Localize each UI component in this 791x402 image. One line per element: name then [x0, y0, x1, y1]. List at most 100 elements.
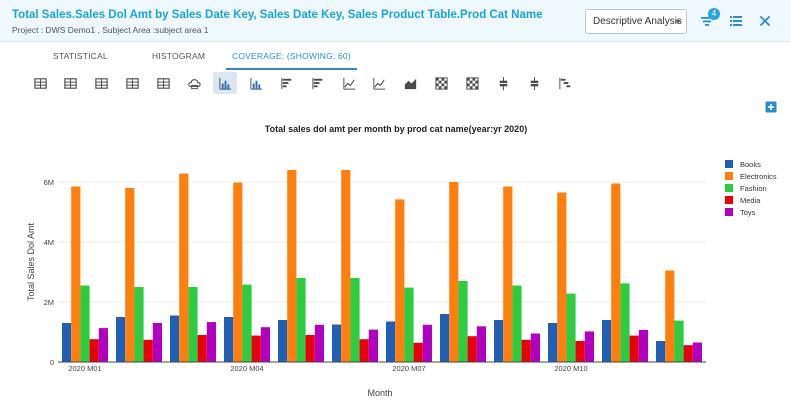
bar-toys-12[interactable] [692, 342, 702, 363]
legend-label-media[interactable]: Media [740, 196, 761, 205]
bar-books-2[interactable] [116, 317, 126, 362]
toolbar-table-button[interactable] [121, 72, 145, 94]
tab-histogram[interactable]: Histogram [152, 51, 206, 61]
toolbar-table-button[interactable] [28, 72, 52, 94]
bar-electronics-4[interactable] [233, 182, 243, 362]
x-tick-label: 2020 M07 [392, 364, 425, 373]
toolbar-horizontal-bar-button[interactable] [306, 72, 330, 94]
filter-icon[interactable] [699, 13, 715, 29]
bar-fashion-4[interactable] [242, 284, 252, 362]
bar-electronics-2[interactable] [125, 188, 135, 362]
bar-media-3[interactable] [197, 335, 207, 362]
toolbar-area-chart-button[interactable] [399, 72, 423, 94]
bar-electronics-10[interactable] [557, 192, 567, 363]
bar-electronics-12[interactable] [665, 270, 675, 363]
toolbar-heatmap-button[interactable] [461, 72, 485, 94]
tab-statistical[interactable]: Statistical [53, 51, 108, 61]
bar-toys-5[interactable] [314, 324, 324, 362]
bar-books-4[interactable] [224, 317, 234, 362]
toolbar-box-plot-button[interactable] [492, 72, 516, 94]
toolbar-bar-chart-button[interactable] [213, 72, 238, 94]
legend-swatch-media[interactable] [725, 196, 733, 204]
toolbar-box-plot-button[interactable] [522, 72, 546, 94]
bar-toys-2[interactable] [152, 323, 162, 362]
bar-electronics-9[interactable] [503, 186, 513, 363]
list-icon[interactable] [728, 13, 744, 29]
bar-toys-11[interactable] [638, 329, 648, 362]
area-chart-icon [405, 78, 417, 89]
toolbar-cloud-button[interactable] [183, 72, 207, 94]
bar-toys-8[interactable] [476, 326, 486, 362]
bar-electronics-8[interactable] [449, 182, 459, 362]
bar-books-8[interactable] [440, 314, 450, 362]
bar-fashion-2[interactable] [134, 287, 144, 362]
bar-books-9[interactable] [494, 320, 504, 362]
bar-electronics-7[interactable] [395, 199, 405, 362]
bar-books-6[interactable] [332, 324, 342, 363]
toolbar-waterfall-button[interactable] [553, 72, 577, 94]
bar-fashion-9[interactable] [512, 285, 522, 363]
bar-fashion-6[interactable] [350, 278, 360, 362]
bar-books-5[interactable] [278, 320, 288, 362]
bar-books-7[interactable] [386, 321, 396, 363]
bar-books-12[interactable] [656, 341, 666, 362]
bar-toys-3[interactable] [206, 322, 216, 362]
toolbar-line-chart-button[interactable] [337, 72, 361, 94]
bar-fashion-12[interactable] [674, 320, 684, 362]
close-icon[interactable] [757, 13, 773, 29]
bar-books-3[interactable] [170, 315, 180, 363]
bar-toys-7[interactable] [422, 324, 432, 362]
bar-books-10[interactable] [548, 323, 558, 362]
legend-swatch-electronics[interactable] [725, 172, 733, 180]
legend-swatch-toys[interactable] [725, 208, 733, 216]
bar-toys-10[interactable] [584, 331, 594, 362]
bar-media-11[interactable] [629, 335, 639, 362]
bar-electronics-1[interactable] [71, 186, 81, 363]
bar-toys-9[interactable] [530, 333, 540, 363]
legend-label-electronics[interactable]: Electronics [740, 172, 777, 181]
legend-swatch-books[interactable] [725, 160, 733, 168]
toolbar-heatmap-button[interactable] [430, 72, 454, 94]
bar-fashion-11[interactable] [620, 283, 630, 362]
bar-fashion-8[interactable] [458, 281, 468, 362]
bar-toys-6[interactable] [368, 329, 378, 362]
bar-books-1[interactable] [62, 323, 72, 362]
bar-media-1[interactable] [89, 339, 99, 362]
legend-label-toys[interactable]: Toys [740, 208, 756, 217]
bar-media-2[interactable] [143, 339, 153, 362]
toolbar-table-button[interactable] [59, 72, 83, 94]
bar-fashion-7[interactable] [404, 287, 414, 362]
add-chart-icon[interactable] [765, 101, 777, 113]
bar-toys-4[interactable] [260, 327, 270, 362]
bar-electronics-3[interactable] [179, 173, 189, 362]
bar-media-8[interactable] [467, 336, 477, 362]
toolbar-bar-chart-button[interactable] [244, 72, 268, 94]
bar-media-5[interactable] [305, 335, 315, 362]
bar-media-9[interactable] [521, 339, 531, 362]
y-axis-title: Total Sales Dol Amt [26, 222, 36, 301]
bar-toys-1[interactable] [98, 328, 108, 362]
bar-media-4[interactable] [251, 335, 261, 362]
legend-label-fashion[interactable]: Fashion [740, 184, 767, 193]
analysis-type-select[interactable]: Descriptive Analysis [585, 9, 687, 34]
toolbar-horizontal-bar-button[interactable] [275, 72, 299, 94]
bar-media-7[interactable] [413, 342, 423, 362]
bar-fashion-1[interactable] [80, 285, 90, 363]
legend-label-books[interactable]: Books [740, 160, 761, 169]
bar-electronics-5[interactable] [287, 170, 297, 362]
bar-electronics-6[interactable] [341, 170, 351, 362]
toolbar-table-button[interactable] [152, 72, 176, 94]
legend-swatch-fashion[interactable] [725, 184, 733, 192]
bar-media-12[interactable] [683, 345, 693, 362]
cloud-icon [188, 78, 201, 89]
bar-electronics-11[interactable] [611, 183, 621, 363]
toolbar-line-chart-button[interactable] [368, 72, 392, 94]
bar-fashion-10[interactable] [566, 293, 576, 362]
bar-media-10[interactable] [575, 341, 585, 362]
bar-fashion-5[interactable] [296, 278, 306, 362]
tab-coverage[interactable]: Coverage: (Showing: 60) [226, 42, 357, 70]
bar-fashion-3[interactable] [188, 287, 198, 362]
bar-books-11[interactable] [602, 320, 612, 362]
bar-media-6[interactable] [359, 339, 369, 362]
toolbar-table-button[interactable] [90, 72, 114, 94]
